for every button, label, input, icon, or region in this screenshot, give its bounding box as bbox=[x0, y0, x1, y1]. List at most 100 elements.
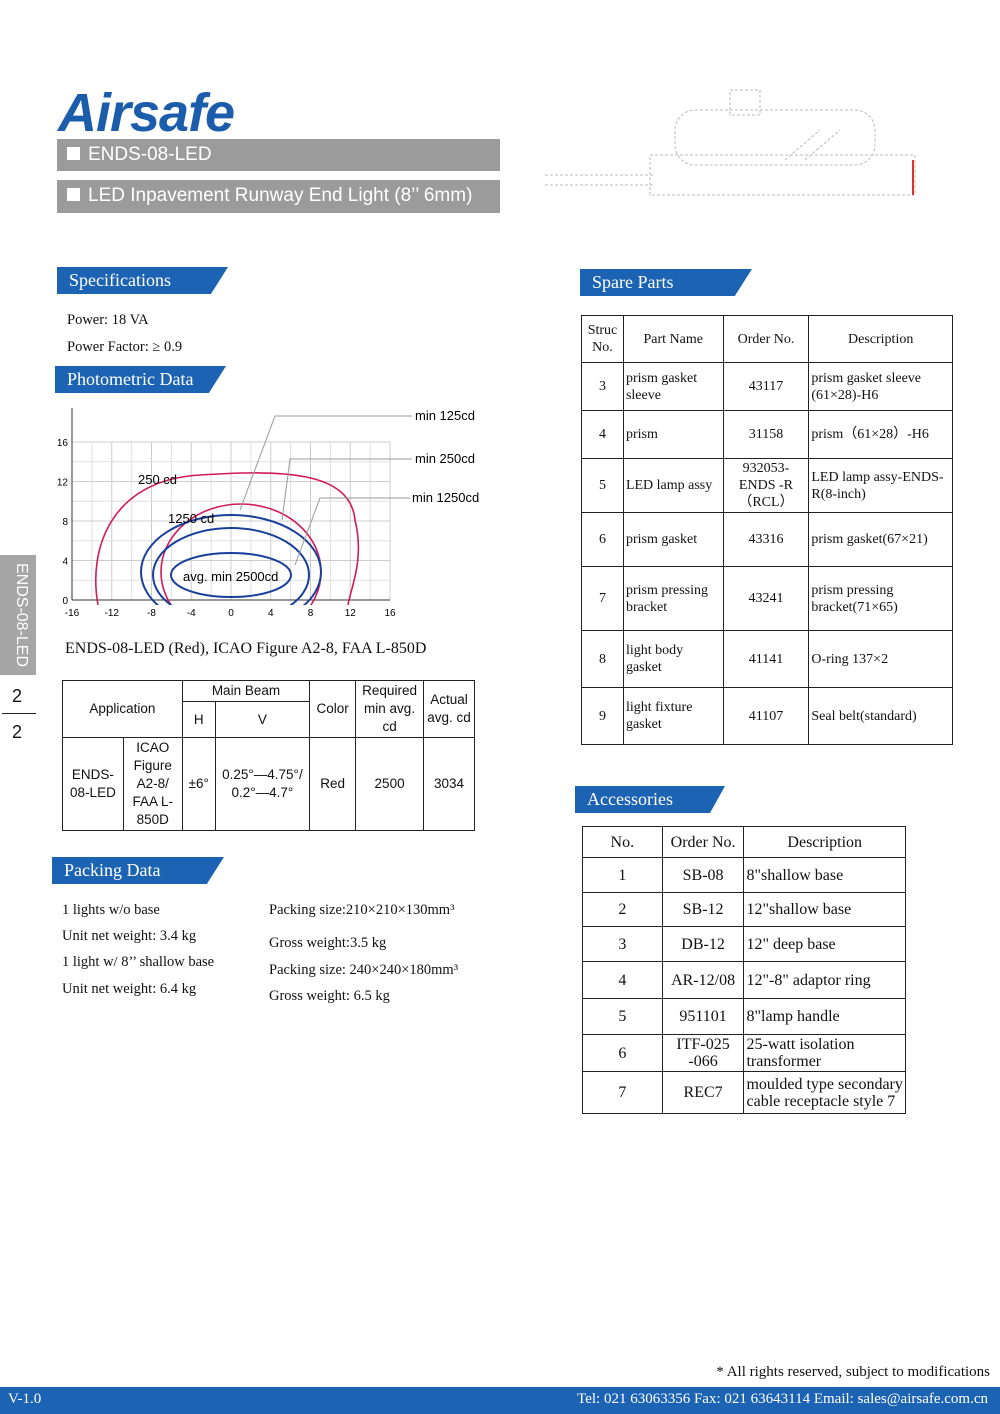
legend-label: min 250cd bbox=[415, 451, 475, 466]
table-cell: REC7 bbox=[661, 1071, 745, 1114]
header-cell: Description bbox=[808, 315, 953, 363]
table-cell: 6 bbox=[582, 1034, 663, 1072]
table-cell: Seal belt(standard) bbox=[808, 687, 953, 745]
packing-item: 1 light w/ 8’’ shallow base bbox=[62, 954, 215, 970]
y-tick-label: 16 bbox=[57, 438, 69, 449]
curve-label: avg. min 2500cd bbox=[183, 569, 278, 584]
header-cell: V bbox=[214, 701, 311, 738]
table-cell: 7 bbox=[581, 566, 624, 631]
packing-item: Gross weight:3.5 kg bbox=[269, 935, 387, 951]
table-cell: prism gasket bbox=[622, 512, 724, 567]
table-row: 9 light fixture gasket 41107 Seal belt(stan… bbox=[581, 687, 953, 745]
table-cell: prism（61×28）-H6 bbox=[808, 410, 953, 459]
footer-bar bbox=[0, 1387, 1000, 1414]
y-tick-label: 12 bbox=[57, 478, 69, 489]
packing-item: Packing size: 240×240×180mm³ bbox=[269, 962, 459, 978]
curve-1250 bbox=[152, 527, 310, 605]
page-divider bbox=[2, 713, 36, 714]
fixture-drawing bbox=[545, 89, 916, 196]
table-cell: 31158 bbox=[722, 410, 810, 459]
header-cell: Description bbox=[743, 826, 906, 858]
header-cell: H bbox=[181, 701, 216, 738]
packing-item: 1 lights w/o base bbox=[62, 902, 160, 918]
table-row: 5 LED lamp assy 932053-ENDS -R（RCL） LED lam… bbox=[581, 458, 953, 513]
table-cell: 12"shallow base bbox=[743, 892, 906, 927]
table-cell: prism gasket sleeve bbox=[622, 362, 724, 411]
version: V-1.0 bbox=[8, 1391, 42, 1407]
contact: Tel: 021 63063356 Fax: 021 63643114 Emai… bbox=[577, 1391, 988, 1407]
table-row: 3 DB-12 12" deep base bbox=[582, 926, 906, 962]
table-cell: 951101 bbox=[661, 998, 745, 1035]
header-cell: Part Name bbox=[622, 315, 724, 363]
header-cell: Actual avg. cd bbox=[423, 680, 475, 738]
table-cell: ICAO Figure A2-8/ FAA L-850D bbox=[122, 737, 183, 831]
table-cell: prism gasket sleeve (61×28)-H6 bbox=[808, 362, 953, 411]
table-cell: 4 bbox=[581, 410, 624, 459]
section-header: Photometric Data bbox=[55, 366, 226, 393]
header-cell: Color bbox=[309, 680, 357, 738]
table-cell: LED lamp assy-ENDS-R(8-inch) bbox=[808, 458, 953, 513]
table-cell: 8"shallow base bbox=[743, 857, 906, 893]
table-cell: 3 bbox=[582, 926, 663, 962]
curve-label: 250 cd bbox=[138, 472, 177, 487]
curve-outer bbox=[140, 514, 322, 605]
header-cell: No. bbox=[582, 826, 663, 858]
page-number: 2 bbox=[12, 686, 23, 706]
y-tick-label: 8 bbox=[62, 517, 68, 528]
rights-note: * All rights reserved, subject to modifi… bbox=[716, 1364, 990, 1380]
curve-label: 1250 cd bbox=[168, 511, 214, 526]
section-header: Accessories bbox=[575, 786, 725, 813]
curve-250 bbox=[94, 472, 360, 605]
table-cell: 6 bbox=[581, 512, 624, 567]
packing-item: Gross weight: 6.5 kg bbox=[269, 988, 390, 1004]
x-tick-label: -12 bbox=[105, 608, 120, 619]
x-tick-label: 0 bbox=[228, 608, 234, 619]
spec-item: Power: 18 VA bbox=[67, 312, 149, 328]
section-header: Packing Data bbox=[52, 857, 224, 884]
table-cell: 8 bbox=[581, 630, 624, 688]
header-row: No. Order No. Description bbox=[582, 826, 906, 858]
table-row: 6 prism gasket 43316 prism gasket(67×21) bbox=[581, 512, 953, 567]
legend-label: min 125cd bbox=[415, 408, 475, 423]
table-cell: light body gasket bbox=[622, 630, 724, 688]
x-tick-label: 16 bbox=[384, 608, 396, 619]
table-row: 4 AR-12/08 12"-8" adaptor ring bbox=[582, 961, 906, 999]
table-cell: LED lamp assy bbox=[622, 458, 724, 513]
table-cell: 7 bbox=[582, 1071, 663, 1114]
table-cell: moulded type secondary cable receptacle … bbox=[743, 1071, 906, 1114]
table-cell: DB-12 bbox=[661, 926, 745, 962]
side-tab-label: ENDS-08-LED bbox=[13, 562, 30, 668]
x-tick-label: 12 bbox=[345, 608, 357, 619]
packing-item: Unit net weight: 3.4 kg bbox=[62, 928, 197, 944]
table-cell: ITF-025 -066 bbox=[661, 1034, 745, 1072]
x-tick-label: 8 bbox=[308, 608, 314, 619]
table-cell: 5 bbox=[582, 998, 663, 1035]
table-cell: 4 bbox=[582, 961, 663, 999]
x-tick-label: 4 bbox=[268, 608, 274, 619]
product-bar: LED Inpavement Runway End Light (8’’ 6mm… bbox=[57, 180, 500, 213]
table-cell: 2 bbox=[582, 892, 663, 927]
table-cell: prism bbox=[622, 410, 724, 459]
header-cell: Required min avg. cd bbox=[355, 680, 425, 738]
photometric-caption: ENDS-08-LED (Red), ICAO Figure A2-8, FAA… bbox=[65, 640, 427, 657]
page-total: 2 bbox=[12, 722, 23, 742]
table-cell: prism gasket(67×21) bbox=[808, 512, 953, 567]
table-cell: SB-08 bbox=[661, 857, 745, 893]
table-cell: 3 bbox=[581, 362, 624, 411]
table-row: 4 prism 31158 prism（61×28）-H6 bbox=[581, 410, 953, 459]
table-cell: 5 bbox=[581, 458, 624, 513]
section-header: Spare Parts bbox=[580, 269, 752, 296]
y-tick-label: 0 bbox=[62, 596, 68, 607]
legend-label: min 1250cd bbox=[412, 490, 479, 505]
table-cell: 3034 bbox=[423, 737, 475, 831]
table-cell: SB-12 bbox=[661, 892, 745, 927]
table-cell: 43117 bbox=[722, 362, 810, 411]
header-cell: Struc No. bbox=[581, 315, 624, 363]
y-tick-label: 4 bbox=[62, 557, 68, 568]
table-row: 3 prism gasket sleeve 43117 prism gasket sl… bbox=[581, 362, 953, 411]
table-row: 5 951101 8"lamp handle bbox=[582, 998, 906, 1035]
curve-2500 bbox=[170, 552, 292, 598]
table-row: 7 prism pressing bracket 43241 prism pressi… bbox=[581, 566, 953, 631]
table-cell: O-ring 137×2 bbox=[808, 630, 953, 688]
